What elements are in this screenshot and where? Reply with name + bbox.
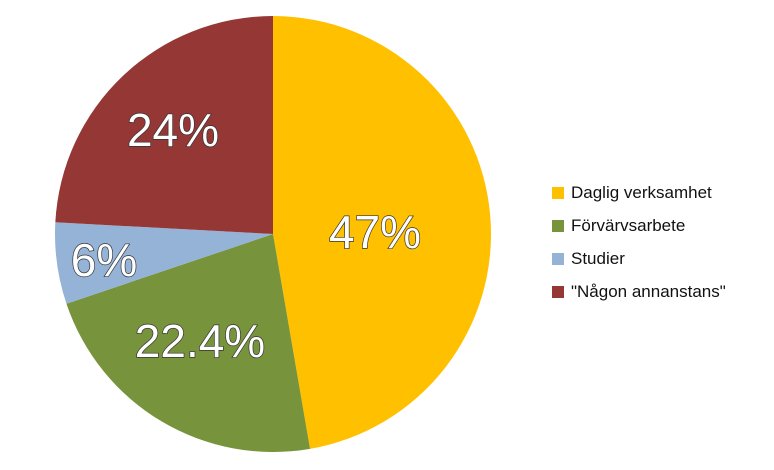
legend-item-2: Förvärvsarbete [552,209,772,242]
pie-data-label-2: 22.4% [135,315,265,367]
pie-data-label-4: 24% [127,104,219,156]
legend-swatch [552,285,564,298]
pie-data-label-3: 6% [71,234,137,286]
legend-swatch [552,219,564,232]
legend-swatch [552,186,564,199]
legend-label: Daglig verksamhet [571,182,712,202]
chart-legend: Daglig verksamhet Förvärvsarbete Studier "N… [552,176,772,308]
legend-item-1: Daglig verksamhet [552,176,772,209]
pie-slice-2 [66,234,311,452]
pie-data-label-1: 47% [329,206,421,258]
legend-label: Förvärvsarbete [571,215,686,235]
legend-label: "Någon annanstans" [571,281,726,301]
pie-data-labels: 47% 22.4% 6% 24% [70,103,422,367]
legend-item-3: Studier [552,242,772,275]
legend-swatch [552,252,564,265]
legend-label: Studier [571,248,625,268]
legend-item-4: "Någon annanstans" [552,275,772,308]
pie-slice-4 [55,16,273,234]
pie-slice-3 [55,222,273,304]
pie-slices [55,16,491,452]
pie-slice-1 [273,16,491,449]
